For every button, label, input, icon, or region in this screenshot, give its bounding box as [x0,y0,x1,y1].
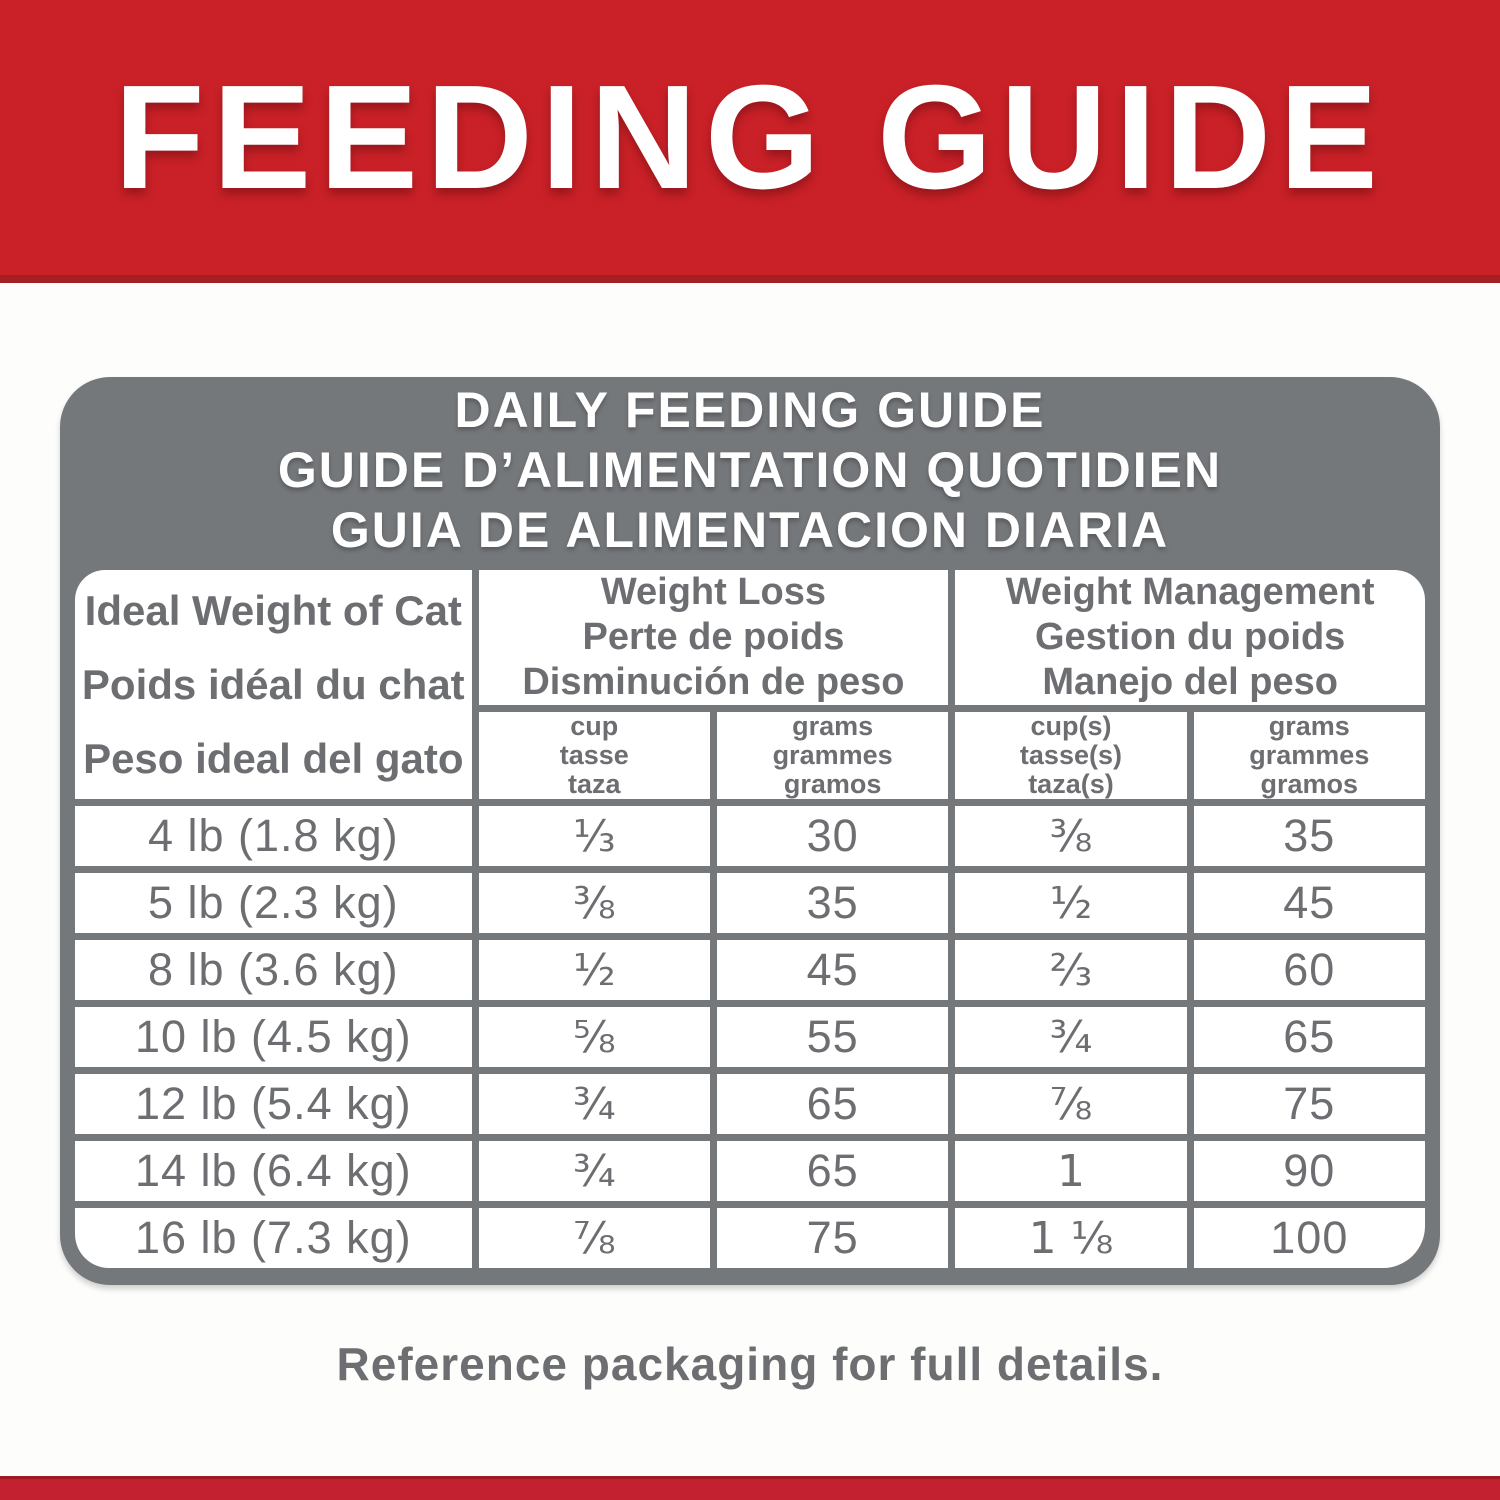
cell-loss-cup: ¾ [478,1141,710,1201]
weight-mgmt-es: Manejo del peso [1042,661,1338,703]
cell-mgmt-grams: 90 [1193,1141,1425,1201]
content-area: DAILY FEEDING GUIDE GUIDE D’ALIMENTATION… [0,377,1500,1391]
loss-cup-en: cup [570,712,619,741]
ideal-weight-fr: Poids idéal du chat [81,660,465,708]
subcol-mgmt-grams: grams grammes gramos [1193,712,1425,799]
cell-mgmt-grams: 65 [1193,1007,1425,1067]
ideal-weight-en: Ideal Weight of Cat [84,586,462,634]
cell-weight: 5 lb (2.3 kg) [75,873,472,933]
cell-loss-cup: ¾ [478,1074,710,1134]
banner-title: FEEDING GUIDE [114,54,1386,220]
cell-mgmt-cup: ½ [955,873,1187,933]
cell-mgmt-grams: 100 [1193,1208,1425,1268]
table-row: 16 lb (7.3 kg) ⅞ 75 1 ⅛ 100 [75,1208,1425,1268]
mgmt-grams-en: grams [1268,712,1350,741]
feeding-table-head: Ideal Weight of Cat Poids idéal du chat … [75,570,1425,799]
sub-header-row: cup tasse taza grams grammes gramos cup(… [75,712,1425,799]
cell-weight: 16 lb (7.3 kg) [75,1208,472,1268]
cell-weight: 10 lb (4.5 kg) [75,1007,472,1067]
cell-mgmt-cup: ⅞ [955,1074,1187,1134]
cell-mgmt-cup: 1 [955,1141,1187,1201]
loss-grams-fr: grammes [772,740,893,770]
subcol-loss-grams: grams grammes gramos [716,712,949,799]
cell-loss-grams: 45 [716,940,949,1000]
mgmt-grams-es: gramos [1260,769,1359,799]
table-row: 12 lb (5.4 kg) ¾ 65 ⅞ 75 [75,1074,1425,1134]
daily-feeding-guide-card: DAILY FEEDING GUIDE GUIDE D’ALIMENTATION… [60,377,1440,1285]
cell-loss-cup: ⅜ [478,873,710,933]
cell-loss-cup: ⅓ [478,806,710,866]
loss-grams-es: gramos [783,769,882,799]
cell-weight: 8 lb (3.6 kg) [75,940,472,1000]
weight-loss-fr: Perte de poids [582,616,845,658]
card-title-fr: GUIDE D’ALIMENTATION QUOTIDIEN [277,442,1223,498]
cell-loss-cup: ½ [478,940,710,1000]
weight-mgmt-fr: Gestion du poids [1034,616,1346,658]
col-group-weight-management: Weight Management Gestion du poids Manej… [955,570,1425,705]
weight-loss-es: Disminución de peso [522,661,905,703]
subcol-loss-cup: cup tasse taza [478,712,710,799]
cell-mgmt-grams: 45 [1193,873,1425,933]
cell-loss-grams: 65 [716,1141,949,1201]
footnote: Reference packaging for full details. [336,1338,1164,1390]
cell-weight: 12 lb (5.4 kg) [75,1074,472,1134]
mgmt-cup-en: cup(s) [1030,712,1112,741]
table-row: 5 lb (2.3 kg) ⅜ 35 ½ 45 [75,873,1425,933]
cell-loss-grams: 75 [716,1208,949,1268]
loss-cup-fr: tasse [559,740,629,770]
group-header-row: Ideal Weight of Cat Poids idéal du chat … [75,570,1425,799]
cell-loss-grams: 65 [716,1074,949,1134]
table-row: 10 lb (4.5 kg) ⅝ 55 ¾ 65 [75,1007,1425,1067]
cell-loss-grams: 55 [716,1007,949,1067]
cell-mgmt-grams: 75 [1193,1074,1425,1134]
cell-loss-cup: ⅞ [478,1208,710,1268]
ideal-weight-es: Peso ideal del gato [83,734,464,782]
col-group-weight-loss: Weight Loss Perte de poids Disminución d… [478,570,949,705]
cell-mgmt-cup: ¾ [955,1007,1187,1067]
cell-loss-grams: 35 [716,873,949,933]
weight-mgmt-en: Weight Management [1005,571,1375,613]
cell-loss-grams: 30 [716,806,949,866]
cell-mgmt-grams: 60 [1193,940,1425,1000]
cell-weight: 4 lb (1.8 kg) [75,806,472,866]
cell-mgmt-cup: ⅔ [955,940,1187,1000]
card-title-en: DAILY FEEDING GUIDE [454,382,1046,438]
subcol-mgmt-cup: cup(s) tasse(s) taza(s) [955,712,1187,799]
bottom-red-bar [0,1476,1500,1500]
mgmt-grams-fr: grammes [1249,740,1370,770]
cell-loss-cup: ⅝ [478,1007,710,1067]
table-row: 4 lb (1.8 kg) ⅓ 30 ⅜ 35 [75,806,1425,866]
card-title-es: GUIA DE ALIMENTACION DIARIA [330,502,1170,558]
table-row: 14 lb (6.4 kg) ¾ 65 1 90 [75,1141,1425,1201]
weight-loss-en: Weight Loss [600,571,827,613]
feeding-table: Ideal Weight of Cat Poids idéal du chat … [68,563,1432,1275]
col-header-ideal-weight: Ideal Weight of Cat Poids idéal du chat … [75,570,472,799]
loss-cup-es: taza [568,769,621,799]
table-row: 8 lb (3.6 kg) ½ 45 ⅔ 60 [75,940,1425,1000]
cell-mgmt-grams: 35 [1193,806,1425,866]
loss-grams-en: grams [792,712,874,741]
feeding-table-body: 4 lb (1.8 kg) ⅓ 30 ⅜ 35 5 lb (2.3 kg) ⅜ … [75,806,1425,1268]
cell-mgmt-cup: ⅜ [955,806,1187,866]
cell-mgmt-cup: 1 ⅛ [955,1208,1187,1268]
card-title-block: DAILY FEEDING GUIDE GUIDE D’ALIMENTATION… [68,377,1432,563]
mgmt-cup-es: taza(s) [1028,769,1114,799]
feeding-guide-banner: FEEDING GUIDE [0,0,1500,283]
mgmt-cup-fr: tasse(s) [1019,740,1122,770]
cell-weight: 14 lb (6.4 kg) [75,1141,472,1201]
